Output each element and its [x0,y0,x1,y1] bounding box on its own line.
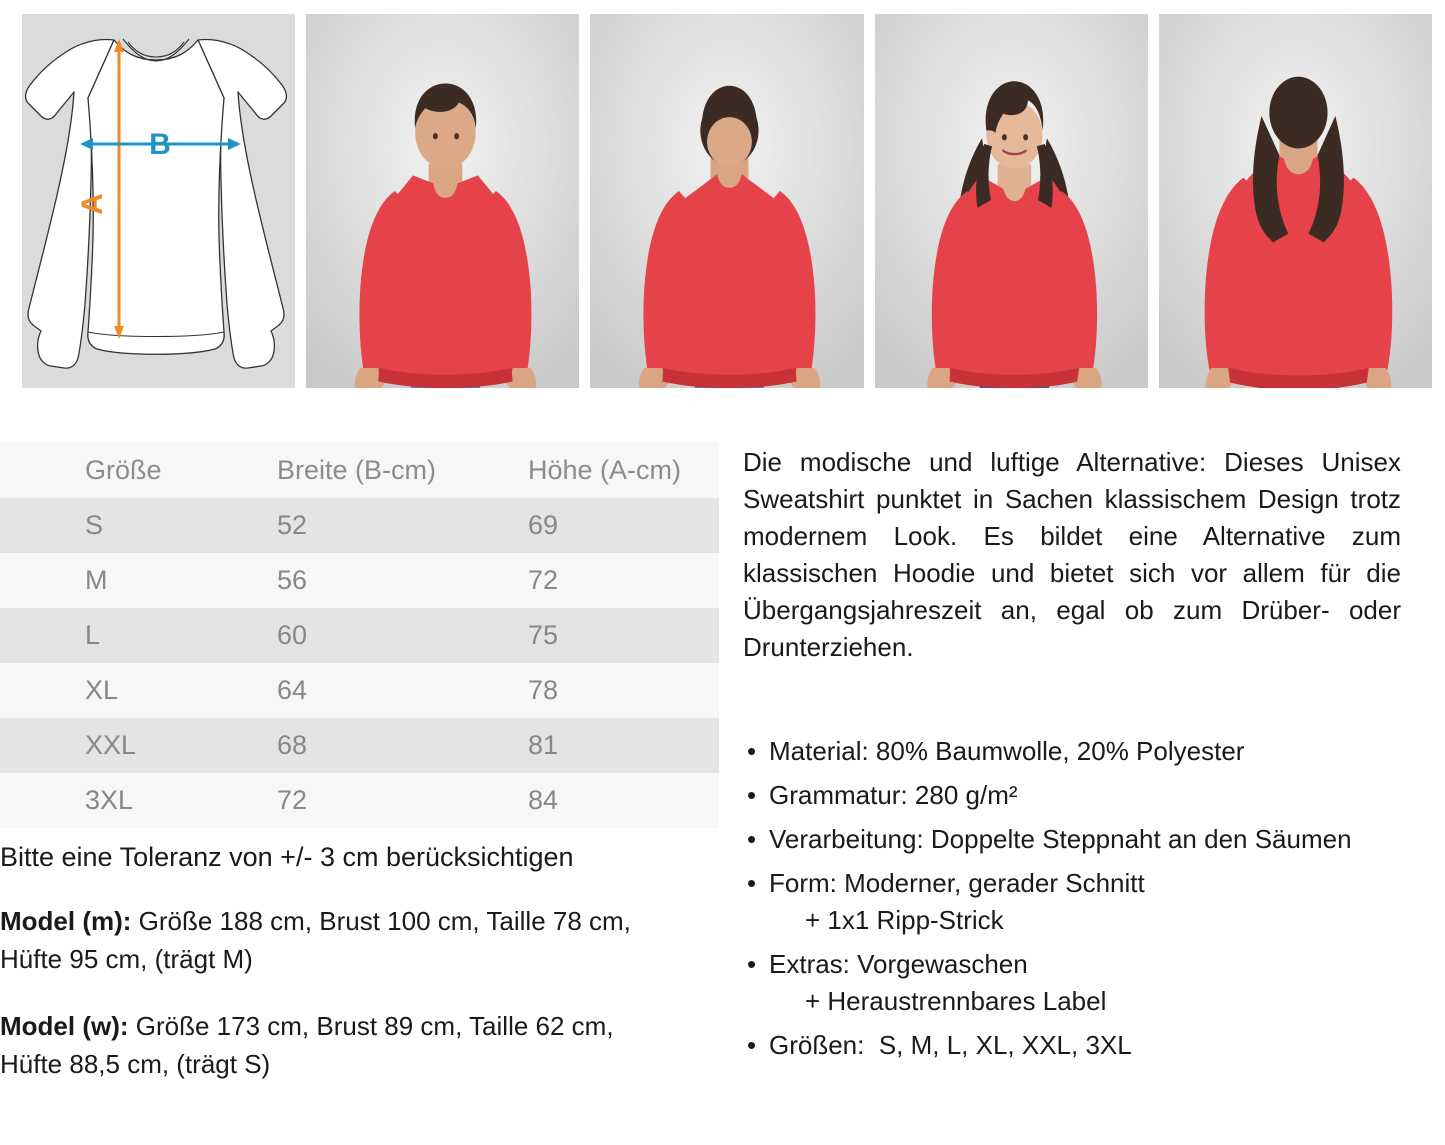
svg-text:B: B [149,128,171,161]
svg-text:A: A [76,193,109,215]
